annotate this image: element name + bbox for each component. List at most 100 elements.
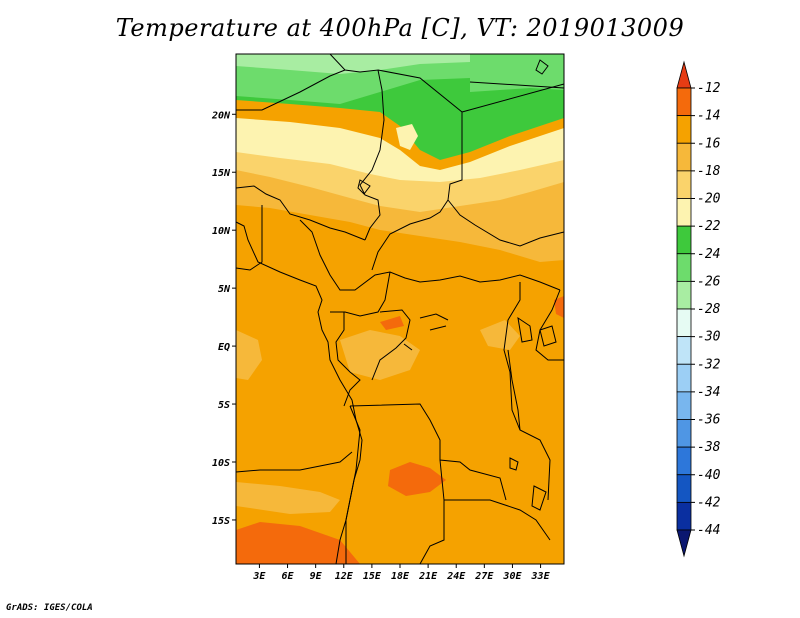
border-line [335,312,361,407]
colorbar-label: -32 [697,357,721,372]
river-segment [429,325,447,331]
colorbar-segment [676,501,692,531]
colorbar-label: -22 [697,219,721,234]
band-minus-18-central [340,330,420,380]
band-minus-14-spot [380,316,404,330]
band-minus-18-north [236,168,564,262]
credit-text: GrADS: IGES/COLA [6,603,93,613]
colorbar-label: -14 [697,109,720,124]
colorbar-label: -34 [697,385,720,400]
colorbar-segment [676,280,692,310]
colorbar-segment [676,308,692,338]
border-line [235,451,353,473]
colorbar-label: -16 [697,136,721,151]
river-segment [403,343,413,351]
lat-tick-label: 20N [211,110,231,121]
lat-tick-label: 5N [218,284,231,295]
colorbar-segment [676,142,692,172]
colorbar-label: -38 [697,440,721,455]
border-line [419,459,445,565]
lon-tick-label: 6E [282,571,295,582]
lake [357,179,371,195]
border-line [461,83,565,113]
latitude-axis: 20N 15N 10N 5N EQ 5S 10S 15S [211,110,236,527]
band-minus-18-east [480,320,520,350]
lat-tick-label: 10S [212,458,230,469]
lake [539,325,557,347]
border-line [535,289,564,361]
colorbar-label: -28 [697,302,721,317]
lon-tick-label: 18E [391,571,410,582]
band-minus-14-east [554,296,564,318]
border-line [469,81,565,89]
band-minus-18-southwest [236,482,340,514]
lon-tick-label: 27E [474,571,494,582]
map-fill-layer [236,54,564,564]
country-borders [235,53,565,565]
colorbar-segment [676,87,692,117]
colorbar-segment [676,225,692,255]
colorbar-segment [676,336,692,365]
colorbar-segment [676,446,692,476]
lon-tick-label: 21E [418,571,438,582]
border-line [371,199,449,271]
colorbar-label: -26 [697,274,721,289]
border-line [447,199,565,247]
lon-tick-label: 15E [363,571,382,582]
colorbar-segment [676,474,692,503]
border-line [330,271,391,317]
longitude-axis: 3E 6E 9E 12E 15E 18E 21E 24E 27E 30E 33E [252,564,551,582]
band-minus-22 [236,118,564,182]
border-line [329,53,385,241]
lat-tick-label: 15S [212,516,230,527]
colorbar-label: -18 [697,164,721,179]
border-line [299,219,561,291]
border-line [371,309,411,381]
colorbar-label: -12 [697,81,721,96]
lat-tick-label: 10N [212,226,231,237]
colorbar-segment [676,363,692,393]
band-minus-26-east [470,54,564,92]
lake [517,316,533,343]
lat-tick-label: 15N [212,168,231,179]
border-line [235,205,263,271]
band-minus-14-central [388,462,446,496]
river-segment [419,313,449,321]
border-line [377,69,463,201]
band-minus-20 [236,150,564,212]
colorbar-top-triangle [676,60,692,89]
lake [507,349,521,431]
colorbar-label: -20 [697,192,721,207]
lake [509,457,519,471]
colorbar-bottom-triangle [676,529,692,558]
lat-tick-label: EQ [218,342,230,353]
pale-lobe [396,124,418,150]
border-line [444,499,551,541]
band-minus-28 [236,54,470,74]
lat-tick-label: 5S [218,400,230,411]
coastline [235,221,363,565]
lon-tick-label: 12E [335,571,354,582]
colorbar-label: -30 [697,330,721,345]
lon-tick-label: 24E [446,571,466,582]
border-line [236,69,346,111]
colorbar-boxes [676,60,692,558]
colorbar-segment [676,419,692,448]
colorbar-label: -40 [697,468,721,483]
band-minus-14-south [236,522,360,564]
lon-tick-label: 9E [310,571,323,582]
chart-title: Temperature at 400hPa [C], VT: 201901300… [115,14,685,42]
lake [531,485,547,511]
colorbar-segment [676,391,692,420]
lake [535,59,549,75]
lon-tick-label: 3E [252,571,266,582]
colorbar-labels: -12 -14 -16 -18 -20 -22 -24 -26 -28 -30 -32 -34 -36 -… [691,81,721,538]
colorbar-segment [676,115,692,144]
lon-tick-label: 30E [502,571,522,582]
band-minus-18-west [236,330,262,380]
lon-tick-label: 33E [531,571,551,582]
colorbar-label: -36 [697,413,721,428]
colorbar-segment [676,170,692,199]
